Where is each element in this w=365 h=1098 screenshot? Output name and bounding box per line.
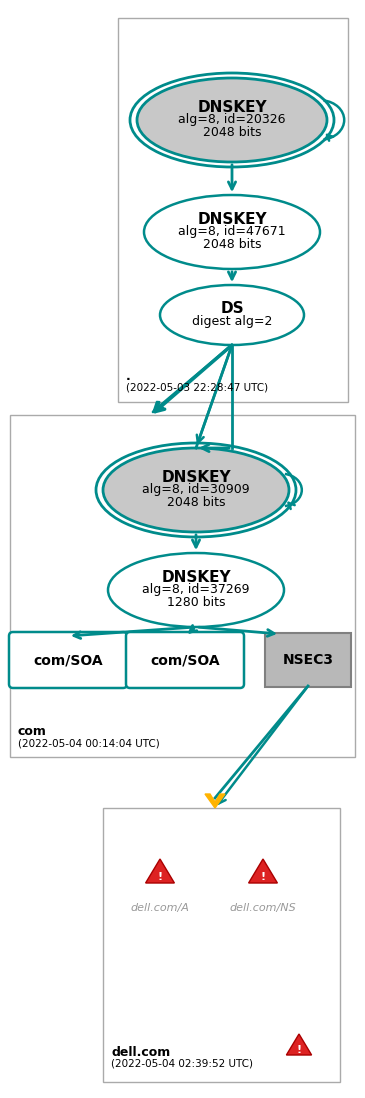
Text: NSEC3: NSEC3 (283, 653, 334, 666)
Polygon shape (287, 1034, 312, 1055)
Ellipse shape (137, 78, 327, 163)
Text: (2022-05-04 00:14:04 UTC): (2022-05-04 00:14:04 UTC) (18, 738, 160, 748)
Text: !: ! (261, 872, 266, 882)
Text: dell.com/NS: dell.com/NS (230, 903, 296, 914)
Text: (2022-05-04 02:39:52 UTC): (2022-05-04 02:39:52 UTC) (111, 1058, 253, 1069)
Polygon shape (146, 859, 174, 883)
Text: !: ! (157, 872, 162, 882)
Text: alg=8, id=30909: alg=8, id=30909 (142, 483, 250, 496)
Text: DNSKEY: DNSKEY (161, 470, 231, 484)
Bar (118, 18, 348, 402)
FancyBboxPatch shape (126, 632, 244, 688)
Ellipse shape (103, 448, 289, 533)
Text: DS: DS (220, 301, 244, 316)
Text: com/SOA: com/SOA (33, 653, 103, 666)
Text: 2048 bits: 2048 bits (203, 238, 261, 251)
Text: !: ! (296, 1045, 301, 1055)
Text: alg=8, id=47671: alg=8, id=47671 (178, 225, 286, 238)
Text: 2048 bits: 2048 bits (203, 126, 261, 139)
Text: dell.com/A: dell.com/A (131, 903, 189, 914)
Text: (2022-05-03 22:28:47 UTC): (2022-05-03 22:28:47 UTC) (126, 382, 268, 392)
Text: 1280 bits: 1280 bits (167, 596, 225, 609)
Text: com: com (18, 725, 47, 738)
FancyBboxPatch shape (9, 632, 127, 688)
Ellipse shape (144, 195, 320, 269)
Text: DNSKEY: DNSKEY (161, 570, 231, 584)
Polygon shape (205, 794, 225, 808)
Polygon shape (249, 859, 277, 883)
Text: DNSKEY: DNSKEY (197, 212, 267, 226)
Text: dell.com: dell.com (111, 1046, 170, 1058)
Text: digest alg=2: digest alg=2 (192, 315, 272, 328)
Ellipse shape (108, 553, 284, 627)
Text: com/SOA: com/SOA (150, 653, 220, 666)
Text: .: . (126, 370, 131, 383)
Text: DNSKEY: DNSKEY (197, 100, 267, 114)
Text: alg=8, id=20326: alg=8, id=20326 (178, 113, 286, 126)
FancyBboxPatch shape (265, 634, 351, 687)
Text: 2048 bits: 2048 bits (167, 496, 225, 509)
Ellipse shape (160, 285, 304, 345)
Bar (103, 808, 340, 1082)
Text: alg=8, id=37269: alg=8, id=37269 (142, 583, 250, 596)
Bar (10, 415, 355, 757)
